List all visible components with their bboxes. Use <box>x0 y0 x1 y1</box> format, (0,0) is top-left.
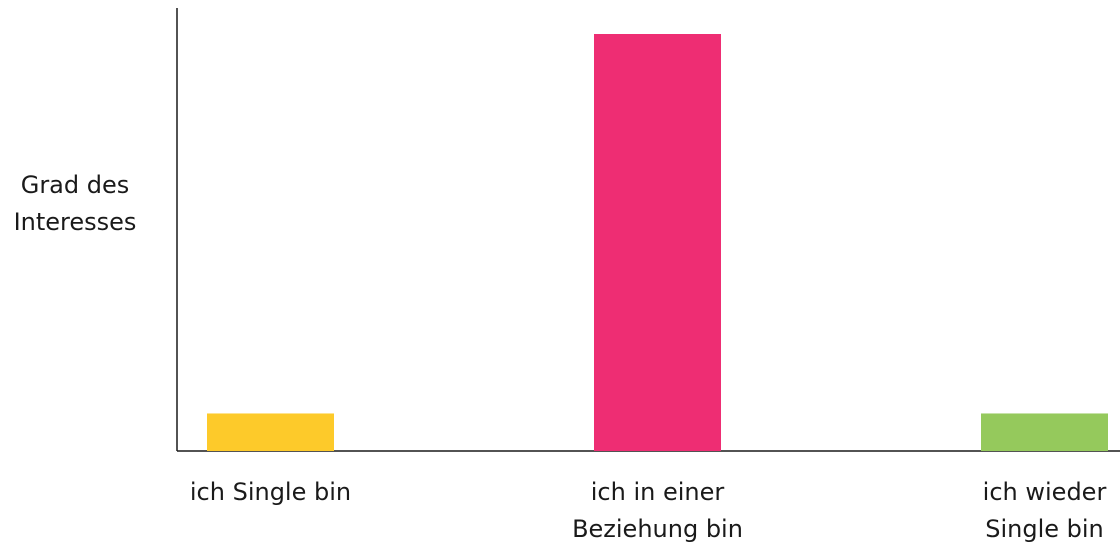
category-label-1-line-1: ich Single bin <box>190 478 351 506</box>
bars <box>207 34 1108 451</box>
y-axis-label-line-2: Interesses <box>14 208 137 236</box>
bar-3 <box>981 413 1108 451</box>
category-label-3-line-2: Single bin <box>985 515 1104 543</box>
bar-2 <box>594 34 721 451</box>
y-axis-label-line-1: Grad des <box>21 171 130 199</box>
category-label-3-line-1: ich wieder <box>983 478 1107 506</box>
category-label-2-line-2: Beziehung bin <box>572 515 743 543</box>
category-labels: ich Single bin ich in einer Beziehung bin i… <box>190 478 1107 543</box>
bar-1 <box>207 413 334 451</box>
y-axis-label: Grad des Interesses <box>14 171 137 236</box>
category-label-2-line-1: ich in einer <box>591 478 725 506</box>
